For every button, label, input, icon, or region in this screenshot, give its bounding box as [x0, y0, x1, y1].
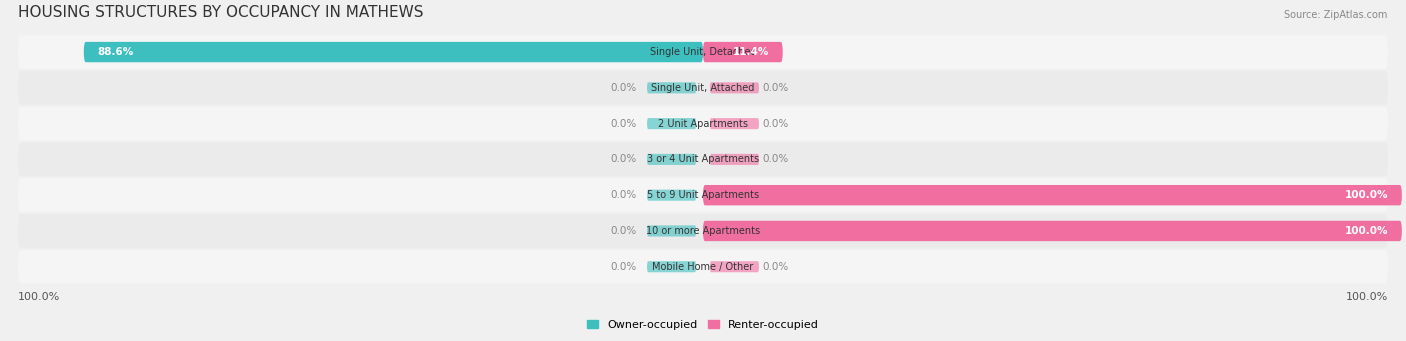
Text: 0.0%: 0.0%: [610, 154, 637, 164]
Text: 11.4%: 11.4%: [733, 47, 769, 57]
FancyBboxPatch shape: [647, 46, 696, 58]
Text: 2 Unit Apartments: 2 Unit Apartments: [658, 119, 748, 129]
FancyBboxPatch shape: [647, 118, 696, 129]
Text: 100.0%: 100.0%: [1344, 226, 1388, 236]
Text: 100.0%: 100.0%: [18, 292, 60, 302]
FancyBboxPatch shape: [703, 42, 783, 62]
Text: Single Unit, Attached: Single Unit, Attached: [651, 83, 755, 93]
FancyBboxPatch shape: [18, 143, 1388, 176]
Text: 0.0%: 0.0%: [610, 262, 637, 272]
FancyBboxPatch shape: [84, 42, 703, 62]
FancyBboxPatch shape: [18, 71, 1388, 105]
Text: Source: ZipAtlas.com: Source: ZipAtlas.com: [1285, 10, 1388, 20]
Text: Mobile Home / Other: Mobile Home / Other: [652, 262, 754, 272]
FancyBboxPatch shape: [647, 225, 696, 237]
FancyBboxPatch shape: [18, 214, 1388, 248]
Text: HOUSING STRUCTURES BY OCCUPANCY IN MATHEWS: HOUSING STRUCTURES BY OCCUPANCY IN MATHE…: [18, 5, 423, 20]
FancyBboxPatch shape: [703, 185, 1402, 205]
Text: 0.0%: 0.0%: [762, 83, 789, 93]
Text: 0.0%: 0.0%: [610, 83, 637, 93]
FancyBboxPatch shape: [710, 46, 759, 58]
FancyBboxPatch shape: [710, 225, 759, 237]
Text: 88.6%: 88.6%: [98, 47, 134, 57]
FancyBboxPatch shape: [647, 82, 696, 93]
Text: 10 or more Apartments: 10 or more Apartments: [645, 226, 761, 236]
Text: 0.0%: 0.0%: [610, 119, 637, 129]
FancyBboxPatch shape: [18, 250, 1388, 284]
FancyBboxPatch shape: [710, 118, 759, 129]
Legend: Owner-occupied, Renter-occupied: Owner-occupied, Renter-occupied: [582, 315, 824, 334]
Text: 0.0%: 0.0%: [762, 262, 789, 272]
Text: 5 to 9 Unit Apartments: 5 to 9 Unit Apartments: [647, 190, 759, 200]
Text: Single Unit, Detached: Single Unit, Detached: [650, 47, 756, 57]
Text: 3 or 4 Unit Apartments: 3 or 4 Unit Apartments: [647, 154, 759, 164]
FancyBboxPatch shape: [18, 107, 1388, 140]
FancyBboxPatch shape: [647, 154, 696, 165]
FancyBboxPatch shape: [18, 178, 1388, 212]
Text: 0.0%: 0.0%: [762, 154, 789, 164]
Text: 100.0%: 100.0%: [1344, 190, 1388, 200]
FancyBboxPatch shape: [18, 35, 1388, 69]
FancyBboxPatch shape: [703, 221, 1402, 241]
Text: 0.0%: 0.0%: [610, 226, 637, 236]
FancyBboxPatch shape: [647, 190, 696, 201]
Text: 0.0%: 0.0%: [610, 190, 637, 200]
FancyBboxPatch shape: [710, 82, 759, 93]
Text: 0.0%: 0.0%: [762, 119, 789, 129]
Text: 100.0%: 100.0%: [1346, 292, 1388, 302]
FancyBboxPatch shape: [710, 190, 759, 201]
FancyBboxPatch shape: [647, 261, 696, 272]
FancyBboxPatch shape: [710, 261, 759, 272]
FancyBboxPatch shape: [710, 154, 759, 165]
